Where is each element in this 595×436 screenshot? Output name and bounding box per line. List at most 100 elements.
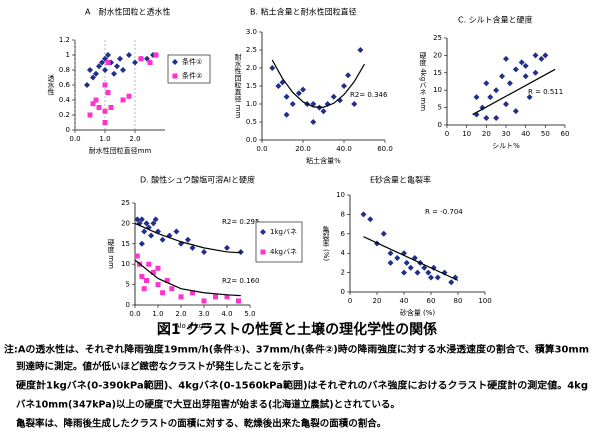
y-tick-label: 3.0 — [246, 28, 257, 36]
data-point — [403, 259, 410, 266]
data-point — [148, 232, 155, 239]
data-point — [479, 104, 486, 111]
data-point — [146, 261, 152, 267]
chart-title: C. シルト含量と硬度 — [458, 15, 533, 25]
legend-marker — [260, 229, 266, 235]
data-point — [387, 250, 394, 257]
data-point — [407, 264, 414, 271]
data-point — [473, 94, 480, 101]
data-point — [90, 74, 96, 81]
trendline — [271, 59, 366, 108]
x-tick-label: 20 — [373, 297, 382, 305]
y-tick-label: 0 — [341, 288, 345, 296]
data-point — [114, 63, 120, 70]
data-point — [169, 286, 175, 292]
data-point — [401, 269, 407, 276]
data-point — [224, 244, 230, 251]
data-point — [105, 52, 111, 58]
data-point — [345, 72, 352, 79]
x-tick-label: 100 — [478, 297, 491, 305]
data-point — [134, 253, 140, 259]
data-point — [483, 80, 490, 87]
x-tick-label: 60.0 — [377, 145, 393, 153]
x-axis-label: 粘土含量% — [306, 156, 341, 165]
data-point — [96, 63, 102, 70]
x-axis-label: 砂含量 (%) — [400, 308, 436, 317]
data-point — [526, 94, 533, 101]
y-tick-label: 0.4 — [59, 96, 71, 104]
data-point — [483, 115, 490, 122]
y-tick-label: 0 — [438, 121, 442, 129]
y-tick-label: 2.5 — [246, 46, 257, 54]
data-point — [538, 55, 545, 62]
x-tick-label: 40 — [521, 130, 530, 138]
data-point — [503, 55, 509, 62]
data-point — [141, 286, 147, 292]
legend-label: 条件② — [182, 71, 202, 80]
data-point — [487, 94, 494, 101]
data-point — [138, 240, 145, 247]
x-tick-label: 0.0 — [129, 310, 140, 318]
y-tick-label: 10 — [121, 260, 130, 268]
data-point — [330, 93, 337, 100]
data-point — [224, 294, 230, 300]
y-axis-label: 亀裂率 (%) — [322, 225, 330, 261]
data-point — [522, 73, 529, 80]
data-point — [144, 278, 149, 284]
trendline — [134, 222, 241, 254]
trendline — [472, 68, 556, 116]
y-axis-label: 硬度 4kgバネ mm — [419, 52, 427, 111]
y-tick-label: 0.6 — [59, 81, 71, 89]
x-tick-label: 1.0 — [99, 135, 110, 143]
data-point — [425, 269, 432, 276]
note: 注:Aの透水性は、それぞれ降雨強度19mm/h(条件①)、37mm/h(条件②)… — [4, 344, 589, 356]
note: 硬度計1kgバネ(0-390kPa範囲)、4kgバネ(0-1560kPa範囲)は… — [16, 380, 588, 392]
data-point — [441, 269, 448, 276]
data-point — [518, 59, 525, 66]
x-tick-label: 4.0 — [221, 310, 232, 318]
trendline — [363, 236, 459, 281]
data-point — [84, 82, 90, 88]
data-point — [147, 60, 153, 65]
note: 亀裂率は、降雨後生成したクラストの面積に対する、乾燥後出来た亀裂の面積の割合。 — [16, 418, 386, 430]
data-point — [150, 269, 156, 275]
y-tick-label: 8 — [341, 210, 345, 218]
legend-label: 4kgバネ — [270, 248, 297, 256]
data-point — [269, 65, 276, 71]
data-point — [503, 101, 509, 108]
y-tick-label: 2.0 — [246, 64, 257, 72]
data-point — [102, 108, 108, 114]
x-tick-label: 60 — [561, 130, 570, 138]
data-point — [213, 294, 218, 300]
y-tick-label: 15 — [121, 240, 130, 248]
y-axis-label: 透水性 — [47, 75, 55, 97]
chart-title: A 耐水性団粒と透水性 — [85, 7, 170, 17]
data-point — [493, 115, 500, 122]
data-point — [310, 119, 317, 125]
annotation: R2= 0.346 — [350, 91, 388, 99]
data-point — [184, 236, 191, 243]
data-point — [506, 80, 513, 87]
data-point — [155, 265, 161, 271]
data-point — [532, 69, 539, 76]
x-tick-label: 0 — [348, 297, 352, 305]
y-tick-label: 1.5 — [246, 82, 257, 90]
data-point — [126, 52, 132, 58]
y-tick-label: 20 — [121, 219, 130, 227]
annotation: R2= 0.160 — [222, 277, 259, 285]
data-point — [295, 90, 302, 97]
y-tick-label: 5 — [126, 281, 130, 289]
data-point — [401, 250, 407, 257]
data-point — [159, 236, 166, 243]
data-point — [99, 59, 105, 66]
data-point — [108, 105, 114, 110]
data-point — [164, 278, 170, 284]
y-tick-label: 5 — [438, 104, 442, 112]
data-point — [357, 47, 364, 53]
y-tick-label: 0 — [66, 126, 70, 134]
data-point — [87, 112, 93, 118]
data-point — [138, 56, 144, 62]
y-tick-label: 1.0 — [246, 100, 257, 108]
data-point — [102, 120, 108, 125]
